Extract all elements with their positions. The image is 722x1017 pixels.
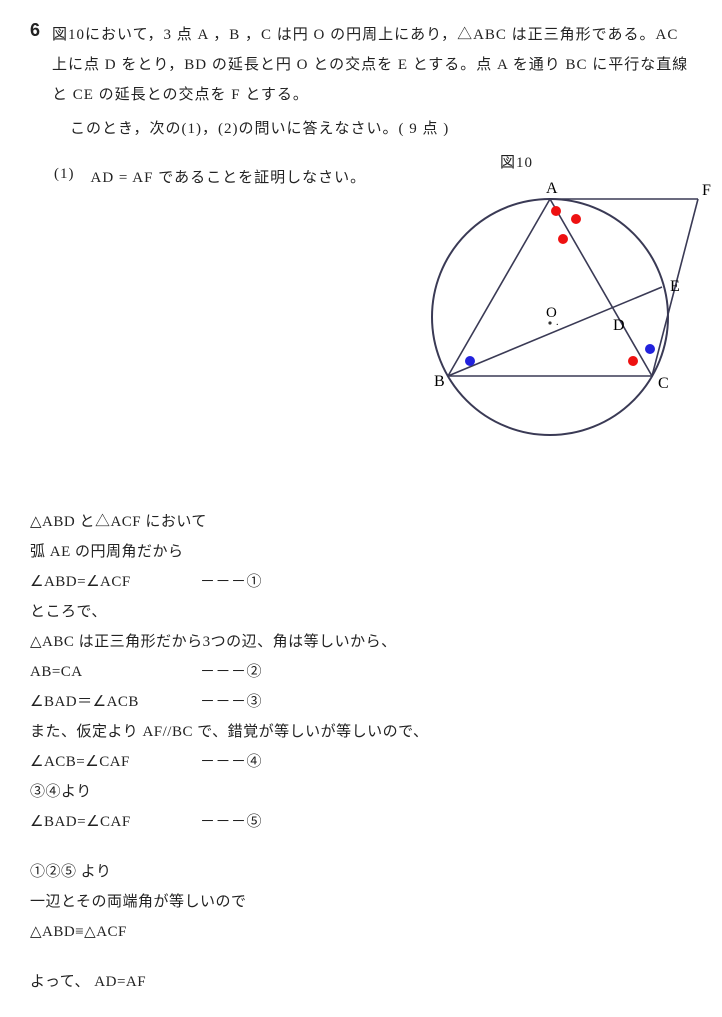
proof-eq: AB=CA bbox=[30, 657, 200, 687]
svg-text:D: D bbox=[613, 317, 625, 334]
proof-dash: －－－⑤ bbox=[200, 807, 262, 837]
svg-text:C: C bbox=[658, 375, 669, 392]
proof-dash: －－－① bbox=[200, 567, 262, 597]
proof-line: △ABD と△ACF において bbox=[30, 507, 692, 537]
problem-instruction: このとき，次の(1)，(2)の問いに答えなさい。( 9 点 ) bbox=[70, 114, 692, 144]
svg-text:F: F bbox=[702, 182, 711, 199]
svg-text:B: B bbox=[434, 373, 445, 390]
proof-line: △ABC は正三角形だから3つの辺、角は等しいから、 bbox=[30, 627, 692, 657]
proof-line: ところで、 bbox=[30, 597, 692, 627]
proof-line: △ABD≡△ACF bbox=[30, 917, 692, 947]
svg-text:E: E bbox=[670, 278, 680, 295]
proof-dash: －－－② bbox=[200, 657, 262, 687]
proof-dash: －－－③ bbox=[200, 687, 262, 717]
proof-eq: ∠BAD=∠CAF bbox=[30, 807, 200, 837]
proof-eq: ∠ACB=∠CAF bbox=[30, 747, 200, 777]
proof-eq: ∠BAD＝∠ACB bbox=[30, 687, 200, 717]
proof-line: ③④より bbox=[30, 777, 692, 807]
proof-line: 一辺とその両端角が等しいので bbox=[30, 887, 692, 917]
figure-label: 図10 bbox=[500, 151, 533, 172]
proof-line: ①②⑤ より bbox=[30, 857, 692, 887]
proof-eq: ∠ABD=∠ACF bbox=[30, 567, 200, 597]
svg-text:A: A bbox=[546, 180, 558, 197]
proof-line: また、仮定より AF//BC で、錯覚が等しいが等しいので、 bbox=[30, 717, 692, 747]
proof-line: 弧 AE の円周角だから bbox=[30, 537, 692, 567]
problem-number: 6 bbox=[30, 20, 40, 110]
problem-statement: 図10において，3 点 A ，B ，C は円 O の円周上にあり，△ABC は正… bbox=[52, 20, 692, 110]
proof-line: よって、 AD=AF bbox=[30, 967, 692, 997]
svg-text:.: . bbox=[556, 317, 559, 328]
proof-body: △ABD と△ACF において 弧 AE の円周角だから ∠ABD=∠ACF－－… bbox=[30, 507, 692, 997]
geometry-figure: O.ABCEDF bbox=[400, 177, 720, 447]
proof-dash: －－－④ bbox=[200, 747, 262, 777]
